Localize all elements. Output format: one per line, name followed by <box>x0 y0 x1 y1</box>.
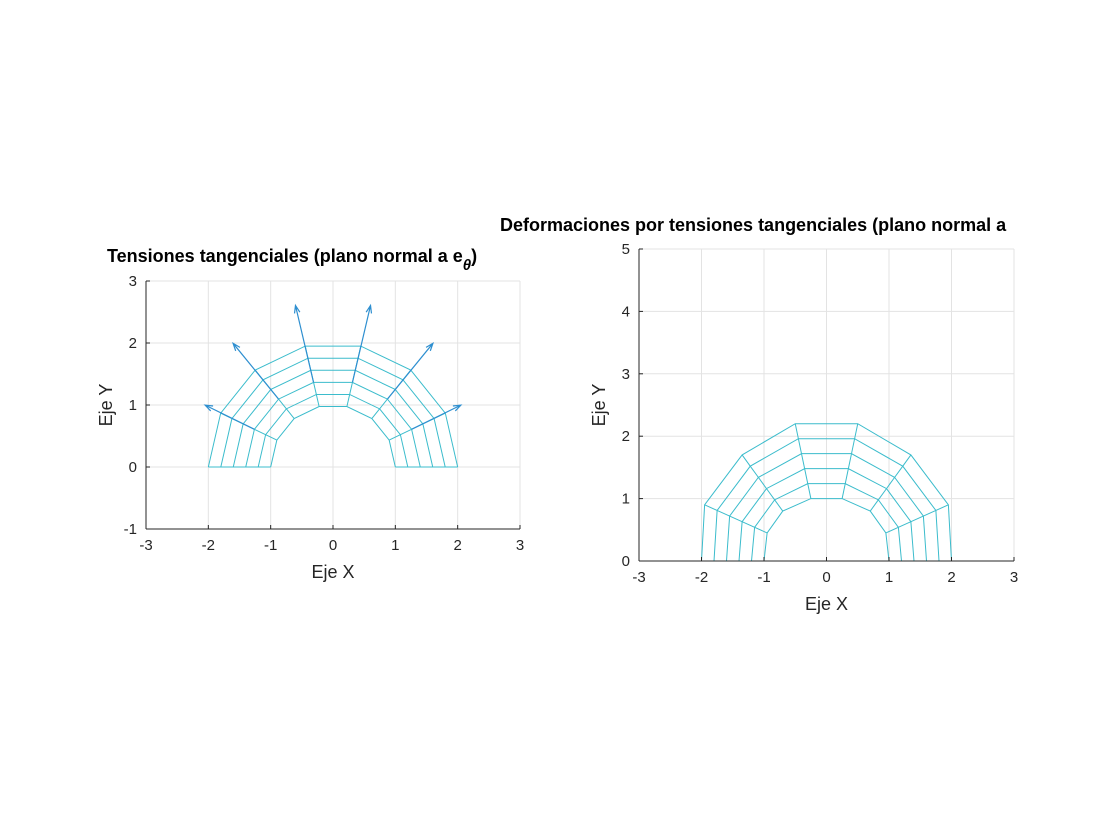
quiver-arrow <box>386 341 435 400</box>
title-subscript: θ <box>463 257 472 274</box>
mesh-radial <box>841 423 859 499</box>
x-tick-label: -1 <box>757 569 770 586</box>
title-text: Tensiones tangenciales (plano normal a e <box>107 246 463 266</box>
mesh-ring <box>245 381 421 468</box>
x-tick-label: 3 <box>1010 569 1018 586</box>
x-tick-label: -2 <box>202 537 215 554</box>
quiver-arrow <box>231 341 280 400</box>
quiver-arrow <box>293 303 315 383</box>
x-tick-label: -3 <box>139 537 152 554</box>
x-tick-label: 0 <box>822 569 830 586</box>
mesh-ring <box>726 453 927 562</box>
y-tick-label: 3 <box>129 273 137 290</box>
mesh-ring <box>220 357 446 468</box>
mesh-ring <box>207 345 459 468</box>
x-tick-label: 1 <box>885 569 893 586</box>
y-tick-label: 2 <box>622 428 630 445</box>
y-tick-label: 3 <box>622 366 630 383</box>
y-tick-label: 4 <box>622 303 630 320</box>
y-axis-label: Eje Y <box>96 384 116 427</box>
y-tick-label: -1 <box>124 521 137 538</box>
mesh-radial <box>794 423 812 499</box>
x-tick-label: 2 <box>453 537 461 554</box>
y-tick-label: 2 <box>129 335 137 352</box>
mesh-radial <box>885 504 949 534</box>
mesh-radial <box>704 504 768 534</box>
title-end: ) <box>471 246 477 266</box>
quiver-arrow <box>411 404 463 430</box>
y-tick-label: 0 <box>129 459 137 476</box>
x-tick-label: 3 <box>516 537 524 554</box>
mesh-ring <box>738 468 915 562</box>
mesh-ring <box>701 423 952 562</box>
x-tick-label: 1 <box>391 537 399 554</box>
chart-title: Deformaciones por tensiones tangenciales… <box>500 215 1007 235</box>
x-tick-label: -2 <box>695 569 708 586</box>
chart-title: Tensiones tangenciales (plano normal a e… <box>107 246 477 274</box>
y-axis-label: Eje Y <box>589 384 609 427</box>
mesh-ring <box>270 406 396 468</box>
mesh-ring <box>751 483 902 562</box>
mesh-radial <box>869 454 912 512</box>
mesh-ring <box>232 369 434 468</box>
mesh-ring <box>257 393 409 468</box>
y-tick-label: 5 <box>622 241 630 258</box>
y-tick-label: 1 <box>129 397 137 414</box>
quiver-arrow <box>351 303 373 383</box>
mesh-radial <box>741 454 784 512</box>
x-tick-label: 2 <box>947 569 955 586</box>
x-axis-label: Eje X <box>311 562 354 582</box>
x-tick-label: -3 <box>632 569 645 586</box>
y-tick-label: 1 <box>622 491 630 508</box>
mesh-ring <box>713 438 940 562</box>
x-tick-label: 0 <box>329 537 337 554</box>
y-tick-label: 0 <box>622 553 630 570</box>
mesh-ring <box>763 498 890 562</box>
quiver-arrow <box>203 404 255 430</box>
x-axis-label: Eje X <box>805 594 848 614</box>
x-tick-label: -1 <box>264 537 277 554</box>
